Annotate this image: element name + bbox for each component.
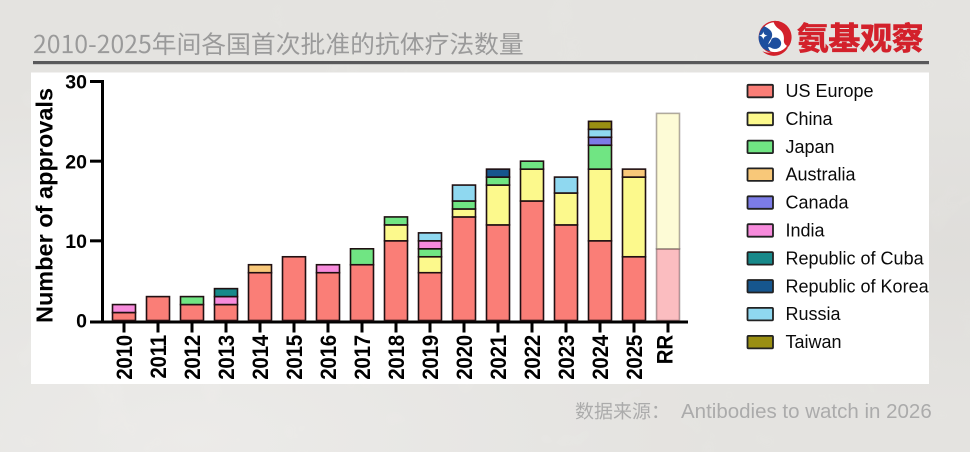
svg-text:2023: 2023 [554, 335, 579, 380]
svg-text:Republic of Cuba: Republic of Cuba [786, 248, 925, 268]
svg-text:2025: 2025 [622, 335, 647, 380]
svg-text:US Europe: US Europe [786, 81, 874, 101]
svg-text:India: India [786, 221, 826, 241]
svg-text:2021: 2021 [486, 335, 511, 380]
svg-text:Japan: Japan [786, 137, 835, 157]
svg-text:2024: 2024 [588, 335, 613, 380]
svg-text:Antibodies to watch in 2026: Antibodies to watch in 2026 [681, 400, 932, 423]
svg-text:Australia: Australia [786, 165, 857, 185]
svg-text:RR: RR [653, 335, 678, 364]
svg-text:10: 10 [65, 231, 87, 253]
svg-text:2012: 2012 [180, 335, 205, 380]
svg-text:Russia: Russia [786, 304, 842, 324]
svg-text:20: 20 [65, 151, 87, 173]
svg-text:2018: 2018 [384, 335, 409, 380]
svg-text:Number of approvals: Number of approvals [32, 88, 58, 323]
svg-text:2019: 2019 [418, 335, 443, 380]
svg-text:2015: 2015 [282, 335, 307, 380]
svg-text:Taiwan: Taiwan [786, 332, 842, 352]
svg-text:2013: 2013 [214, 335, 239, 380]
svg-text:2016: 2016 [316, 335, 341, 380]
svg-text:2020: 2020 [452, 335, 477, 380]
svg-text:2017: 2017 [350, 335, 375, 380]
svg-text:Republic of Korea: Republic of Korea [786, 276, 930, 296]
svg-text:0: 0 [76, 311, 87, 333]
svg-text:2014: 2014 [248, 335, 273, 380]
svg-text:2011: 2011 [146, 335, 171, 379]
svg-text:30: 30 [65, 72, 87, 94]
svg-text:China: China [786, 109, 834, 129]
svg-text:2022: 2022 [520, 335, 545, 380]
svg-text:2010: 2010 [112, 335, 137, 380]
svg-text:Canada: Canada [786, 193, 850, 213]
